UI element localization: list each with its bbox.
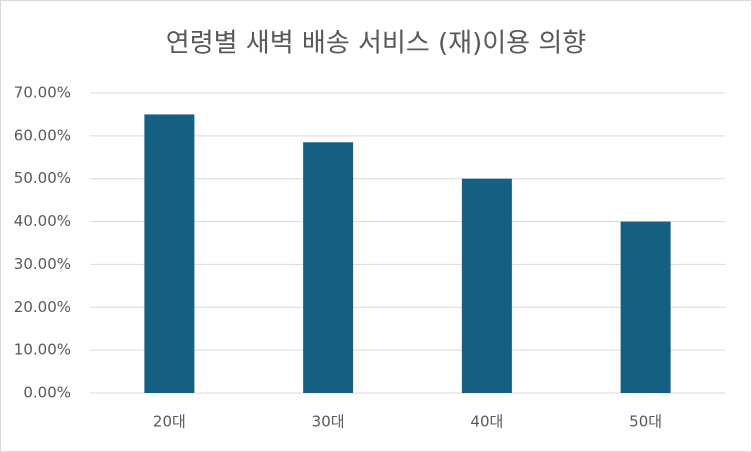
bar [461, 178, 512, 393]
y-tick-label: 60.00% [14, 126, 71, 144]
y-tick-label: 0.00% [23, 384, 71, 402]
y-tick-label: 20.00% [14, 298, 71, 316]
x-tick-label: 40대 [470, 413, 503, 431]
y-tick-label: 10.00% [14, 341, 71, 359]
bar [620, 221, 671, 393]
y-tick-label: 70.00% [14, 84, 71, 102]
y-tick-label: 50.00% [14, 169, 71, 187]
x-tick-label: 50대 [629, 413, 662, 431]
chart-title: 연령별 새벽 배송 서비스 (재)이용 의향 [166, 29, 586, 59]
y-tick-label: 40.00% [14, 212, 71, 230]
bar [303, 142, 354, 393]
bar [144, 114, 195, 393]
x-tick-label: 20대 [153, 413, 186, 431]
x-tick-label: 30대 [312, 413, 345, 431]
y-tick-label: 30.00% [14, 255, 71, 273]
